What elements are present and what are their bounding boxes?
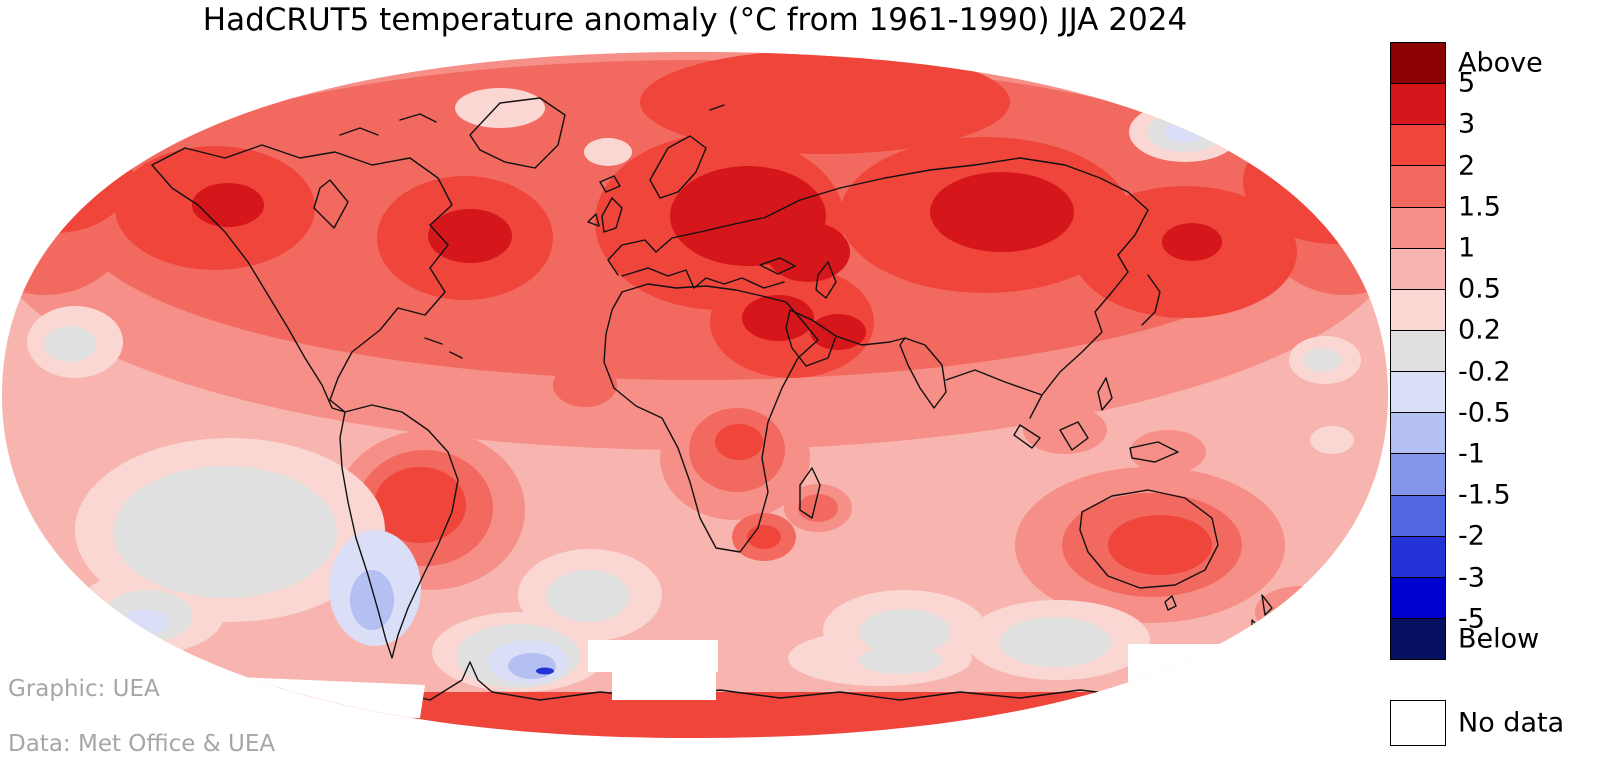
- credit-data: Data: Met Office & UEA: [8, 731, 276, 757]
- legend-cell: [1391, 618, 1445, 660]
- anomaly-blob: [858, 646, 942, 674]
- coast-australia: [1079, 489, 1273, 637]
- anomaly-blob: [584, 138, 632, 166]
- legend-cell: [1391, 536, 1445, 578]
- credit-graphic: Graphic: UEA: [8, 676, 160, 702]
- legend-label: -3: [1458, 562, 1485, 594]
- anomaly-blob: [930, 172, 1074, 252]
- legend-cell: [1391, 248, 1445, 290]
- anomaly-blob: [508, 653, 556, 679]
- legend-label: -2: [1458, 520, 1485, 552]
- legend-cell: [1391, 84, 1445, 126]
- legend-cell: [1391, 413, 1445, 455]
- anomaly-blob: [715, 424, 763, 460]
- anomaly-blob: [859, 609, 951, 655]
- anomaly-blob: [742, 295, 814, 341]
- no-data-patch: [612, 670, 716, 700]
- coast-greenland: [469, 97, 566, 169]
- legend-label: -1.5: [1458, 479, 1511, 511]
- anomaly-blob: [113, 466, 337, 598]
- anomaly-blob: [553, 363, 617, 407]
- anomaly-blob: [1130, 430, 1206, 474]
- legend-label: Below: [1458, 623, 1540, 655]
- anomaly-blob: [810, 314, 866, 350]
- legend-cell: [1391, 207, 1445, 249]
- legend-cell: [1391, 289, 1445, 331]
- anomaly-blob: [44, 326, 96, 362]
- anomaly-blob: [192, 183, 264, 227]
- legend-cell: [1391, 454, 1445, 496]
- legend-cell: [1391, 166, 1445, 208]
- legend-cell: [1391, 372, 1445, 414]
- no-data-label: No data: [1458, 707, 1565, 739]
- legend-cell: [1391, 43, 1445, 85]
- page-title: HadCRUT5 temperature anomaly (°C from 19…: [202, 2, 1188, 38]
- coast-north-america: [151, 144, 453, 413]
- coast-south-america: [339, 404, 459, 659]
- legend-cell: [1391, 577, 1445, 619]
- world-anomaly-map: [2, 52, 1388, 738]
- coast-europe: [587, 135, 796, 289]
- legend-label: -1: [1458, 438, 1485, 470]
- legend-label: 3: [1458, 108, 1476, 140]
- anomaly-blob: [1023, 406, 1107, 454]
- colorbar-labels: Above 5 3 2 1.5 1 0.5 0.2 -0.2 -0.5 -1 -…: [1458, 42, 1600, 667]
- colorbar: [1390, 42, 1446, 660]
- legend-label: 1: [1458, 232, 1476, 264]
- legend-cell: [1391, 125, 1445, 167]
- legend-label: 2: [1458, 150, 1476, 182]
- anomaly-blob: [455, 88, 545, 128]
- anomaly-blob: [1310, 426, 1354, 454]
- legend-label: Above: [1458, 47, 1543, 79]
- coast-asia: [763, 157, 1179, 463]
- anomaly-blob: [766, 222, 850, 282]
- anomaly-blob: [798, 494, 838, 522]
- no-data-swatch: [1390, 700, 1446, 746]
- anomaly-blob: [374, 467, 466, 543]
- legend-label: -5: [1458, 603, 1485, 635]
- layer-3-5: [192, 166, 1222, 350]
- anomaly-blob: [1165, 121, 1205, 143]
- anomaly-blob: [428, 209, 512, 263]
- anomaly-blob: [999, 617, 1111, 667]
- anomaly-blob: [1108, 515, 1212, 575]
- legend-label: -0.5: [1458, 397, 1511, 429]
- anomaly-blob: [121, 609, 169, 635]
- no-data-patch: [1128, 644, 1260, 682]
- anomaly-blob: [640, 52, 1010, 154]
- legend-cell: [1391, 330, 1445, 373]
- anomaly-blob: [1162, 223, 1222, 261]
- legend-label: 0.2: [1458, 314, 1501, 346]
- anomaly-field: [2, 52, 1388, 738]
- no-data-patch: [588, 640, 718, 672]
- anomaly-blob: [546, 570, 630, 622]
- anomaly-blob: [1278, 599, 1322, 625]
- anomaly-blob: [350, 570, 394, 630]
- coast-islands: [339, 104, 725, 359]
- legend-label: 0.5: [1458, 273, 1501, 305]
- legend-label: 1.5: [1458, 191, 1501, 223]
- legend-label: 5: [1458, 67, 1476, 99]
- legend-label: -0.2: [1458, 356, 1511, 388]
- anomaly-blob: [1303, 348, 1341, 372]
- layer-m3: [536, 667, 554, 675]
- anomaly-blob: [536, 667, 554, 675]
- legend-cell: [1391, 495, 1445, 537]
- coast-africa: [603, 283, 821, 553]
